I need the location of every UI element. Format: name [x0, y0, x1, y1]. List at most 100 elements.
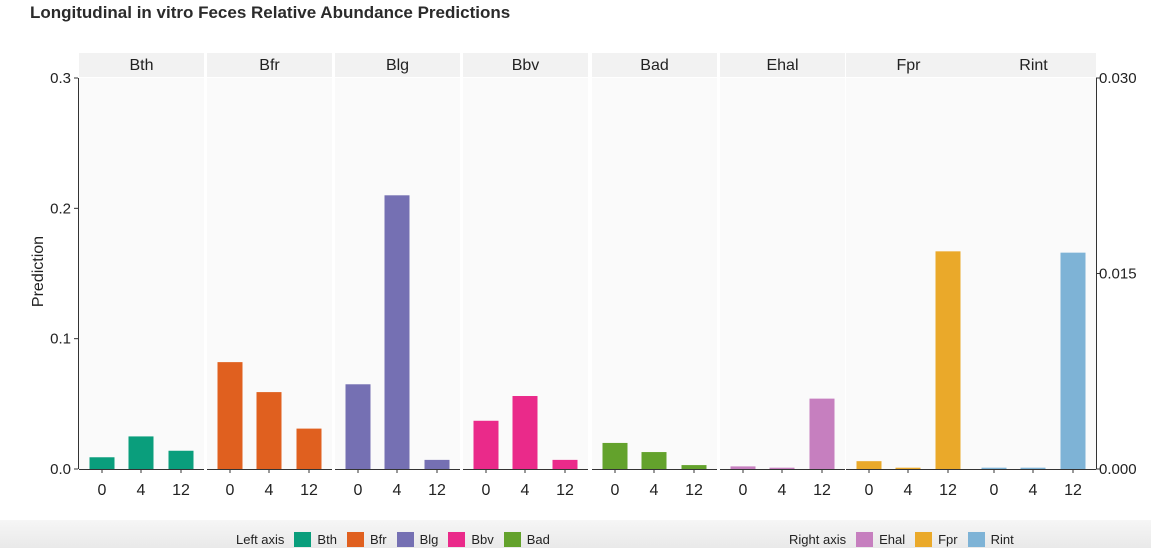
- strip-bfr: [207, 53, 332, 77]
- x-tick-label: 12: [428, 482, 446, 499]
- legend-swatch: [448, 531, 466, 547]
- bar-bfr-12: [296, 428, 322, 469]
- bar-bbv-4: [512, 396, 538, 469]
- legend-label: Rint: [990, 531, 1014, 547]
- strip-ehal: [720, 53, 845, 77]
- x-tick-label: 4: [650, 482, 659, 499]
- x-tick-label: 4: [904, 482, 913, 499]
- bar-bbv-12: [552, 459, 578, 469]
- legend-item-bfr: Bfr: [346, 531, 387, 547]
- bar-bfr-4: [256, 392, 282, 469]
- x-tick-label: 0: [226, 482, 235, 499]
- legend-item-fpr: Fpr: [915, 531, 958, 547]
- y-axis-label: Prediction: [30, 236, 47, 307]
- left-y-tick-label: 0.1: [50, 331, 71, 348]
- bar-fpr-12: [935, 251, 961, 469]
- legend-label: Bfr: [369, 531, 387, 547]
- bar-rint-0: [981, 467, 1007, 469]
- strip-label-bth: Bth: [129, 57, 153, 74]
- bar-blg-4: [384, 195, 410, 470]
- legend-item-ehal: Ehal: [856, 531, 906, 547]
- legend-item-rint: Rint: [967, 531, 1014, 547]
- right-y-tick-label: 0.015: [1099, 266, 1137, 283]
- x-tick-label: 4: [137, 482, 146, 499]
- bar-bth-12: [168, 450, 194, 469]
- legend-left: Left axis Bth Bfr Blg Bbv Bad: [236, 530, 560, 548]
- panel-background-bth: [79, 78, 204, 469]
- bar-bad-4: [641, 452, 667, 469]
- strip-rint: [971, 53, 1096, 77]
- strip-label-fpr: Fpr: [897, 57, 922, 74]
- legend-swatch: [346, 531, 364, 547]
- x-tick-label: 12: [172, 482, 190, 499]
- strip-bad: [592, 53, 717, 77]
- legend-swatch: [294, 531, 312, 547]
- legend-swatch: [396, 531, 414, 547]
- chart-title: Longitudinal in vitro Feces Relative Abu…: [30, 3, 511, 22]
- legend-item-bad: Bad: [503, 531, 550, 547]
- strip-bbv: [463, 53, 588, 77]
- x-tick-label: 4: [265, 482, 274, 499]
- x-tick-label: 0: [482, 482, 491, 499]
- chart-canvas: Prediction Bth 0 4 12 Bfr 0 4 12 Blg 0 4 12 Bbv 0 4 12 B…: [30, 53, 1137, 499]
- x-tick-label: 4: [778, 482, 787, 499]
- x-tick-label: 4: [521, 482, 530, 499]
- bar-ehal-0: [730, 466, 756, 469]
- legend-swatch: [856, 531, 874, 547]
- bar-bbv-0: [473, 420, 499, 469]
- strip-bth: [79, 53, 204, 77]
- legend-right-title: Right axis: [789, 531, 847, 547]
- strip-blg: [335, 53, 460, 77]
- strip-label-bad: Bad: [640, 57, 668, 74]
- x-tick-label: 0: [739, 482, 748, 499]
- x-tick-label: 12: [813, 482, 831, 499]
- x-tick-label: 12: [556, 482, 574, 499]
- x-tick-label: 0: [990, 482, 999, 499]
- bar-rint-12: [1060, 252, 1086, 469]
- legend-label: Blg: [419, 531, 439, 547]
- bar-fpr-4: [895, 467, 921, 469]
- x-tick-label: 0: [354, 482, 363, 499]
- strip-label-bbv: Bbv: [512, 57, 540, 74]
- x-tick-label: 12: [685, 482, 703, 499]
- x-tick-label: 12: [300, 482, 318, 499]
- bar-bth-4: [128, 436, 154, 469]
- x-tick-label: 0: [865, 482, 874, 499]
- x-tick-label: 12: [1064, 482, 1082, 499]
- right-y-tick-label: 0.030: [1099, 70, 1137, 87]
- strip-label-ehal: Ehal: [766, 57, 798, 74]
- strip-fpr: [846, 53, 971, 77]
- legend-label: Ehal: [879, 531, 906, 547]
- bar-bad-12: [681, 465, 707, 469]
- bar-ehal-4: [769, 467, 795, 469]
- x-tick-label: 0: [98, 482, 107, 499]
- legend-left-title: Left axis: [236, 531, 285, 547]
- x-tick-label: 4: [393, 482, 402, 499]
- strip-label-blg: Blg: [386, 57, 409, 74]
- legend-swatch: [967, 531, 985, 547]
- legend-label: Bad: [526, 531, 550, 547]
- bar-bad-0: [602, 442, 628, 469]
- x-tick-label: 0: [611, 482, 620, 499]
- bar-bth-0: [89, 457, 115, 469]
- strip-label-rint: Rint: [1019, 57, 1048, 74]
- x-tick-label: 12: [939, 482, 957, 499]
- legend-swatch: [503, 531, 521, 547]
- x-tick-label: 4: [1029, 482, 1038, 499]
- bar-rint-4: [1020, 467, 1046, 469]
- bar-ehal-12: [809, 398, 835, 469]
- legend-item-bbv: Bbv: [448, 531, 494, 547]
- legend-item-blg: Blg: [396, 531, 439, 547]
- legend-swatch: [915, 531, 933, 547]
- right-y-tick-label: 0.000: [1099, 461, 1137, 478]
- strip-label-bfr: Bfr: [259, 57, 280, 74]
- panel-background-bad: [592, 78, 717, 469]
- legend-item-bth: Bth: [294, 531, 337, 547]
- legend-label: Fpr: [938, 531, 958, 547]
- legend-right: Right axis Ehal Fpr Rint: [789, 530, 1024, 548]
- bar-bfr-0: [217, 362, 243, 469]
- legend-label: Bbv: [471, 531, 494, 547]
- legend-band: [0, 520, 1151, 548]
- left-y-tick-label: 0.3: [50, 70, 71, 87]
- legend-label: Bth: [317, 531, 337, 547]
